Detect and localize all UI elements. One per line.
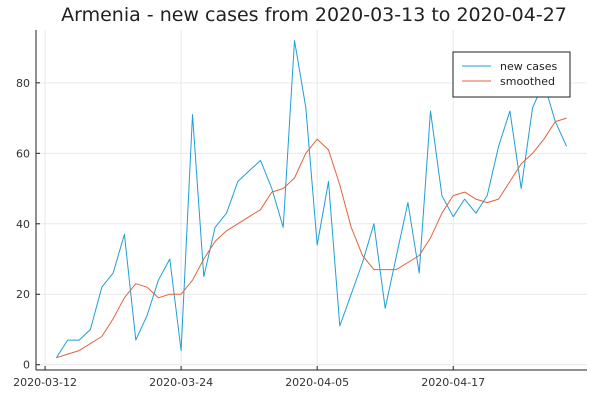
x-axis-ticks: 2020-03-12 2020-03-24 2020-04-05 2020-04-17: [13, 366, 485, 389]
y-tick-label: 20: [16, 288, 30, 301]
x-tick-label: 2020-03-24: [149, 376, 213, 389]
y-tick-label: 40: [16, 218, 30, 231]
series-line-new-cases: [55, 40, 568, 358]
series-lines: [55, 40, 568, 359]
x-tick-label: 2020-04-17: [421, 376, 485, 389]
chart-title: Armenia - new cases from 2020-03-13 to 2…: [61, 4, 567, 26]
legend-label: new cases: [500, 60, 558, 73]
legend-label: smoothed: [500, 75, 555, 88]
series-line-smoothed: [56, 117, 567, 359]
y-tick-label: 0: [23, 359, 30, 372]
axes: [35, 30, 587, 371]
x-tick-label: 2020-04-05: [285, 376, 349, 389]
y-tick-label: 80: [16, 77, 30, 90]
x-tick-label: 2020-03-12: [13, 376, 77, 389]
y-tick-label: 60: [16, 147, 30, 160]
y-axis-ticks: 0 20 40 60 80: [16, 77, 40, 372]
legend-box: [452, 51, 571, 98]
legend: new cases smoothed: [452, 51, 571, 98]
